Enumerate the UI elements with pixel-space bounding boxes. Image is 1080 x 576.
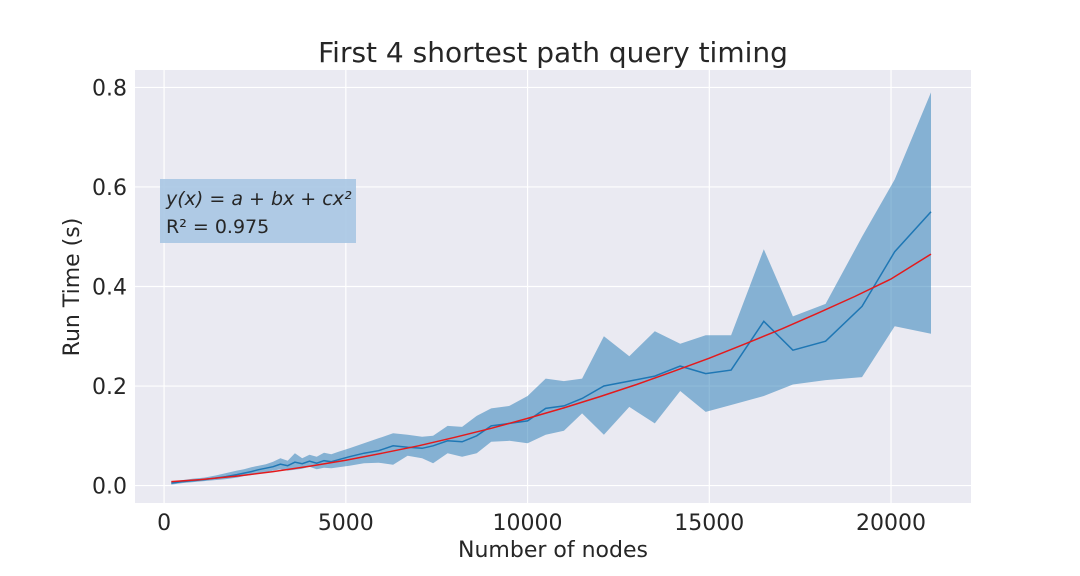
y-axis-label: Run Time (s)	[60, 218, 85, 357]
y-axis-ticks: 0.0 0.2 0.4 0.6 0.8	[92, 76, 127, 499]
quadratic-fit-line	[171, 253, 932, 483]
chart-title: First 4 shortest path query timing	[318, 36, 788, 69]
x-tick-label: 0	[157, 511, 171, 536]
x-tick-label: 15000	[674, 511, 744, 536]
annotation-r-squared: R² = 0.975	[166, 216, 269, 238]
y-tick-label: 0.8	[92, 76, 127, 101]
y-tick-label: 0.0	[92, 475, 127, 500]
confidence-band	[171, 92, 932, 485]
x-axis-label: Number of nodes	[458, 538, 648, 563]
x-tick-label: 5000	[318, 511, 374, 536]
x-tick-label: 10000	[493, 511, 563, 536]
y-tick-label: 0.2	[92, 375, 127, 400]
x-axis-ticks: 0 5000 10000 15000 20000	[157, 511, 926, 536]
x-tick-label: 20000	[856, 511, 926, 536]
annotation-box	[160, 179, 356, 243]
mean-run-time-line	[171, 211, 932, 484]
annotation-equation: y(x) = a + bx + cx²	[165, 188, 352, 210]
y-tick-label: 0.4	[92, 276, 127, 301]
y-tick-label: 0.6	[92, 176, 127, 201]
